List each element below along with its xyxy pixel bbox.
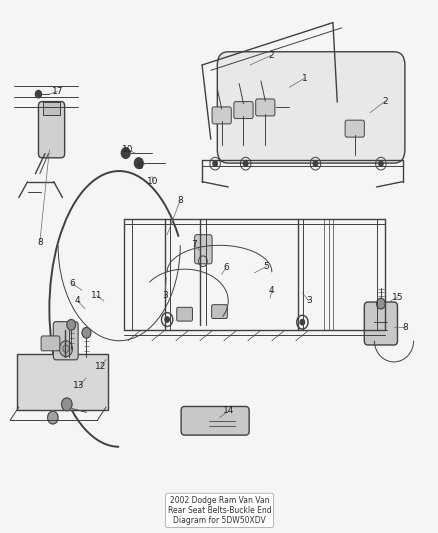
FancyBboxPatch shape [17,354,108,410]
Text: 13: 13 [73,381,85,390]
FancyBboxPatch shape [211,305,227,318]
Text: 8: 8 [37,238,42,247]
FancyBboxPatch shape [43,102,60,115]
Text: 11: 11 [91,291,102,300]
FancyBboxPatch shape [181,407,249,435]
Circle shape [82,327,91,338]
Circle shape [313,161,317,166]
Circle shape [59,341,72,357]
Text: 2: 2 [381,96,387,106]
Text: 6: 6 [223,263,228,272]
Text: 10: 10 [122,146,133,155]
Circle shape [300,319,304,325]
Text: 14: 14 [223,406,234,415]
FancyBboxPatch shape [364,302,396,345]
FancyBboxPatch shape [41,336,60,351]
Circle shape [121,148,130,158]
Text: 2002 Dodge Ram Van Van
Rear Seat Belts-Buckle End
Diagram for 5DW50XDV: 2002 Dodge Ram Van Van Rear Seat Belts-B… [167,496,271,526]
Circle shape [35,91,42,98]
Circle shape [61,398,72,411]
FancyBboxPatch shape [177,308,192,321]
FancyBboxPatch shape [39,102,64,158]
FancyBboxPatch shape [212,107,231,124]
Text: 5: 5 [263,262,269,271]
FancyBboxPatch shape [255,99,274,116]
FancyBboxPatch shape [53,321,78,360]
Circle shape [212,161,217,166]
FancyBboxPatch shape [344,120,364,137]
Text: 3: 3 [305,296,311,305]
Text: 15: 15 [391,293,403,302]
Circle shape [47,411,58,424]
Text: 7: 7 [191,240,197,249]
Text: 12: 12 [95,362,106,370]
Circle shape [134,158,143,168]
Text: 4: 4 [268,286,274,295]
Text: 8: 8 [401,323,407,332]
Text: 10: 10 [147,177,159,186]
Text: 4: 4 [75,296,80,305]
Text: 9: 9 [137,163,143,171]
FancyBboxPatch shape [194,235,212,264]
Circle shape [378,161,382,166]
Text: 17: 17 [51,87,63,96]
Text: 3: 3 [162,291,167,300]
Text: 1: 1 [301,74,307,83]
Text: 6: 6 [69,279,75,288]
Circle shape [165,317,169,322]
Circle shape [67,319,75,330]
FancyBboxPatch shape [217,52,404,163]
Text: 8: 8 [177,196,183,205]
Text: 2: 2 [268,51,273,60]
Circle shape [243,161,247,166]
Circle shape [376,298,385,309]
FancyBboxPatch shape [233,102,253,118]
